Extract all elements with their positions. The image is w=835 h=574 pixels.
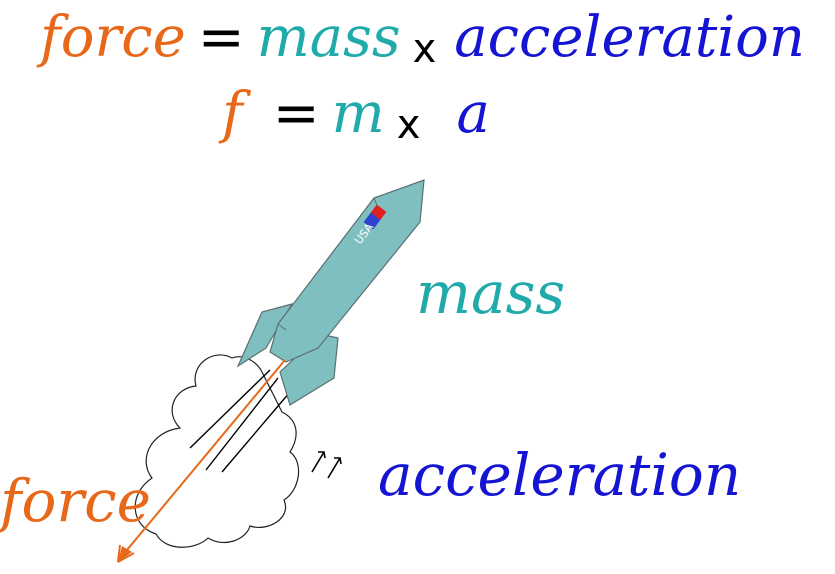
equation-short: f = m x a [222,78,490,161]
rocket-flag [363,204,387,230]
eq-m: m [331,81,385,146]
force-arrow-head-left [117,544,121,563]
label-acceleration: acceleration [378,441,742,509]
eq-f: f [222,81,243,146]
force-arrow-head-right [117,552,135,563]
exhaust-line [189,369,271,449]
exhaust-line [221,391,291,473]
eq-a: a [456,81,490,146]
acceleration-arrows-icon [311,451,342,479]
eq-acceleration: acceleration [454,5,805,70]
eq-times-short: x [396,102,421,148]
equation-full: force = mass x acceleration [40,2,805,85]
exhaust-line [205,377,279,471]
rocket-fin-right [279,333,339,406]
eq-force: force [40,5,186,70]
label-mass: mass [416,259,566,327]
rocket-body [269,179,425,363]
force-arrow-head [118,546,132,562]
eq-times: x [412,26,437,72]
eq-equals-short: = [272,81,320,146]
label-force: force [0,467,151,535]
rocket-seam [277,323,287,331]
eq-mass: mass [256,5,401,70]
eq-equals: = [197,5,245,70]
rocket-fin-left [236,303,294,368]
force-arrow-line [121,359,286,557]
